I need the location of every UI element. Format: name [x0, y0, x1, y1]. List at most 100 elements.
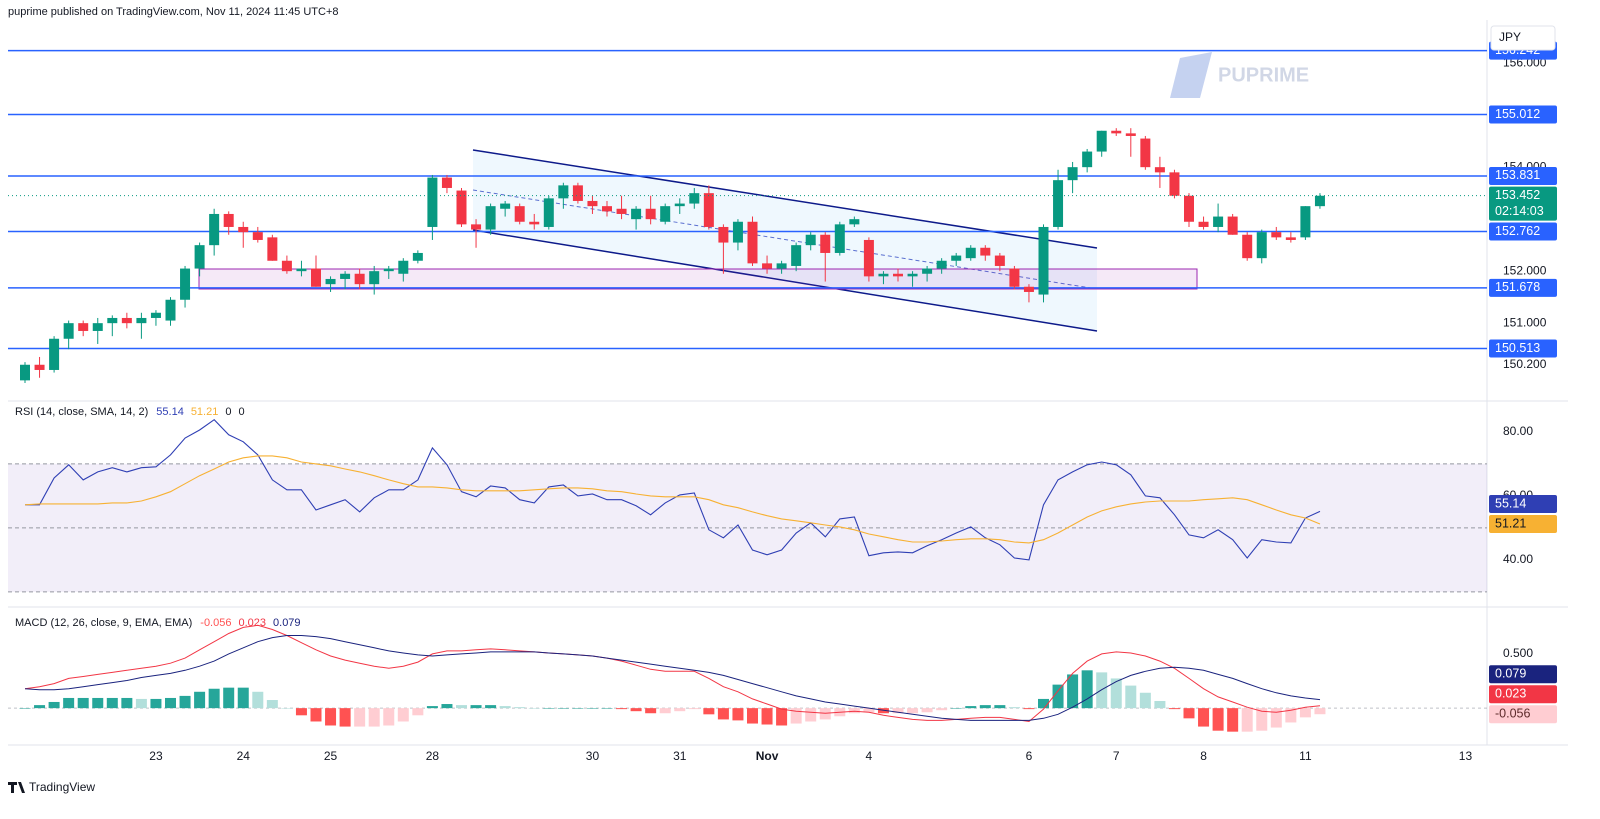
candle-body: [325, 278, 336, 285]
histogram-bar: [77, 697, 89, 709]
histogram-bar: [1008, 707, 1020, 709]
candle-body: [500, 203, 511, 209]
level-label: 150.513: [1495, 341, 1540, 355]
candle-body: [776, 263, 787, 269]
candle-body: [1213, 216, 1224, 227]
candle-body: [78, 323, 89, 331]
candle-body: [1169, 172, 1180, 196]
level-label: 153.831: [1495, 168, 1540, 182]
candle-body: [1271, 232, 1282, 238]
candle-body: [267, 237, 278, 261]
level-label: 155.012: [1495, 107, 1540, 121]
level-label: 152.762: [1495, 224, 1540, 238]
histogram-bar: [1285, 708, 1297, 723]
candle-body: [238, 226, 249, 233]
candle-body: [762, 263, 773, 269]
candle-body: [936, 260, 947, 269]
x-tick-label: 31: [673, 749, 687, 763]
indicator-title: RSI (14, close, SMA, 14, 2): [15, 406, 148, 418]
indicator-value-label: 51.21: [1495, 516, 1526, 530]
candle-body: [805, 234, 816, 246]
histogram-bar: [426, 706, 438, 709]
published-note: puprime published on TradingView.com, No…: [8, 6, 339, 18]
candle-body: [922, 268, 933, 274]
candle-body: [296, 268, 307, 272]
histogram-bar: [805, 708, 817, 722]
candle-body: [1242, 234, 1253, 259]
histogram-bar: [339, 708, 351, 727]
x-tick-label: Nov: [756, 749, 779, 763]
histogram-bar: [1198, 708, 1210, 727]
histogram-bar: [703, 708, 715, 715]
histogram-bar: [892, 708, 904, 714]
histogram-bar: [325, 708, 337, 726]
candle-body: [893, 273, 903, 277]
histogram-bar: [1067, 674, 1079, 709]
channel-mid: [472, 189, 1098, 290]
candle-body: [311, 268, 321, 287]
level-label-box: [1489, 278, 1557, 297]
histogram-bar: [936, 708, 948, 711]
histogram-bar: [470, 705, 482, 709]
candle-body: [34, 364, 45, 370]
candle-body: [252, 232, 263, 240]
histogram-bar: [412, 708, 424, 716]
candle-body: [572, 185, 583, 201]
histogram-bar: [557, 708, 569, 709]
candle-body: [354, 273, 365, 285]
candle-body: [689, 193, 700, 204]
indicator-value-label-box: [1489, 495, 1557, 514]
legend-value: 51.21: [191, 406, 219, 418]
candle-body: [951, 255, 962, 261]
channel-lower: [472, 229, 1098, 332]
candle-body: [820, 234, 831, 253]
candle-body: [1096, 130, 1107, 152]
candle-body: [223, 213, 234, 227]
histogram-bar: [310, 708, 322, 722]
histogram-bar: [848, 708, 860, 714]
candle-body: [165, 299, 176, 321]
band-fill: [8, 463, 1487, 592]
histogram-bar: [179, 695, 191, 709]
macd-value-label-box: [1489, 685, 1557, 704]
x-tick-label: 11: [1299, 749, 1312, 763]
candle-body: [645, 208, 656, 220]
candle-body: [398, 260, 409, 274]
histogram-bar: [1052, 684, 1064, 709]
histogram-bar: [674, 708, 686, 712]
candle-body: [602, 206, 612, 212]
candle-body: [674, 203, 685, 207]
x-tick-label: 6: [1026, 749, 1033, 763]
macd-line: [24, 624, 1321, 723]
histogram-bar: [135, 698, 147, 709]
candle-body: [20, 364, 30, 381]
histogram-bar: [586, 708, 598, 709]
histogram-bar: [237, 687, 249, 709]
candle-body: [1154, 167, 1165, 173]
histogram-bar: [630, 708, 642, 712]
histogram-bar: [34, 705, 46, 709]
candle-body: [718, 226, 729, 243]
level-label: 151.678: [1495, 280, 1540, 294]
histogram-bar: [266, 700, 278, 709]
histogram-bar: [63, 697, 75, 709]
candle-body: [543, 198, 554, 227]
candle-body: [1082, 151, 1093, 168]
histogram-bar: [776, 708, 788, 726]
y-tick-label: 40.00: [1503, 552, 1533, 566]
watermark-text: PUPRIME: [1218, 64, 1309, 86]
candle-body: [441, 177, 452, 188]
candle-body: [209, 213, 220, 246]
histogram-bar: [106, 697, 118, 709]
candle-body: [136, 317, 147, 324]
candle-body: [383, 268, 394, 272]
histogram-bar: [252, 691, 264, 709]
x-tick-label: 8: [1200, 749, 1207, 763]
histogram-bar: [354, 708, 366, 727]
histogram-bar: [659, 708, 671, 714]
histogram-bar: [1227, 708, 1239, 732]
histogram-bar: [543, 708, 555, 709]
level-label-box: [1489, 339, 1557, 358]
candle-body: [980, 247, 991, 256]
